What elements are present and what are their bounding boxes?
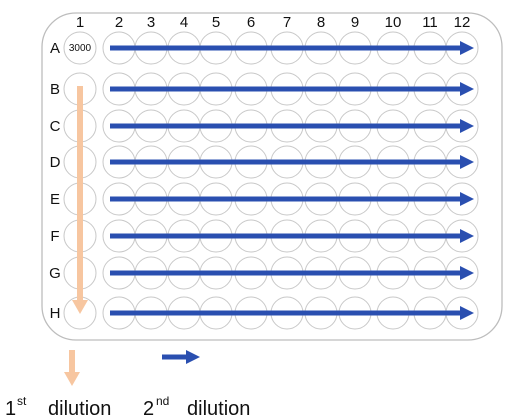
column-1-dilution-arrowhead (72, 300, 88, 314)
legend-first-dilution-arrowhead (64, 372, 80, 386)
legend-second-text: dilution (187, 398, 250, 419)
column-label-5: 5 (212, 14, 220, 31)
second-dilution-arrows (110, 41, 474, 320)
row-labels: A B C D E F G H (49, 40, 61, 322)
row-E-dilution-arrowhead (460, 192, 474, 206)
column-label-4: 4 (180, 14, 188, 31)
row-F-dilution-arrowhead (460, 229, 474, 243)
row-H-dilution-arrowhead (460, 306, 474, 320)
row-label-E: E (50, 191, 60, 208)
column-label-11: 11 (422, 14, 438, 31)
column-label-7: 7 (283, 14, 291, 31)
column-label-2: 2 (115, 14, 123, 31)
row-B-dilution-arrowhead (460, 82, 474, 96)
first-dilution-arrow (72, 86, 88, 314)
row-G-dilution-arrowhead (460, 266, 474, 280)
row-label-D: D (50, 154, 61, 171)
row-label-B: B (50, 81, 60, 98)
legend-second-dilution-arrowhead (186, 350, 200, 364)
row-C-dilution-arrowhead (460, 119, 474, 133)
column-labels: 1 2 3 4 5 6 7 8 9 10 11 12 (76, 14, 471, 31)
row-label-C: C (50, 118, 61, 135)
column-label-8: 8 (317, 14, 325, 31)
well-A1 (63, 31, 97, 65)
column-label-10: 10 (385, 14, 402, 31)
row-D-dilution-arrowhead (460, 155, 474, 169)
column-label-6: 6 (247, 14, 255, 31)
legend: 1 st dilution 2 nd dilution (5, 350, 250, 419)
legend-second-number: 2 (143, 398, 154, 419)
legend-second-suffix: nd (156, 394, 169, 408)
legend-first-number: 1 (5, 398, 16, 419)
column-label-3: 3 (147, 14, 155, 31)
well-a1-value: 3000 (69, 43, 92, 54)
row-label-G: G (49, 265, 61, 282)
column-label-12: 12 (454, 14, 471, 31)
legend-first-text: dilution (48, 398, 111, 419)
column-label-1: 1 (76, 14, 84, 31)
row-label-H: H (50, 305, 61, 322)
column-label-9: 9 (351, 14, 359, 31)
row-label-A: A (50, 40, 60, 57)
legend-first-suffix: st (17, 394, 27, 408)
row-label-F: F (50, 228, 59, 245)
row-A-dilution-arrowhead (460, 41, 474, 55)
